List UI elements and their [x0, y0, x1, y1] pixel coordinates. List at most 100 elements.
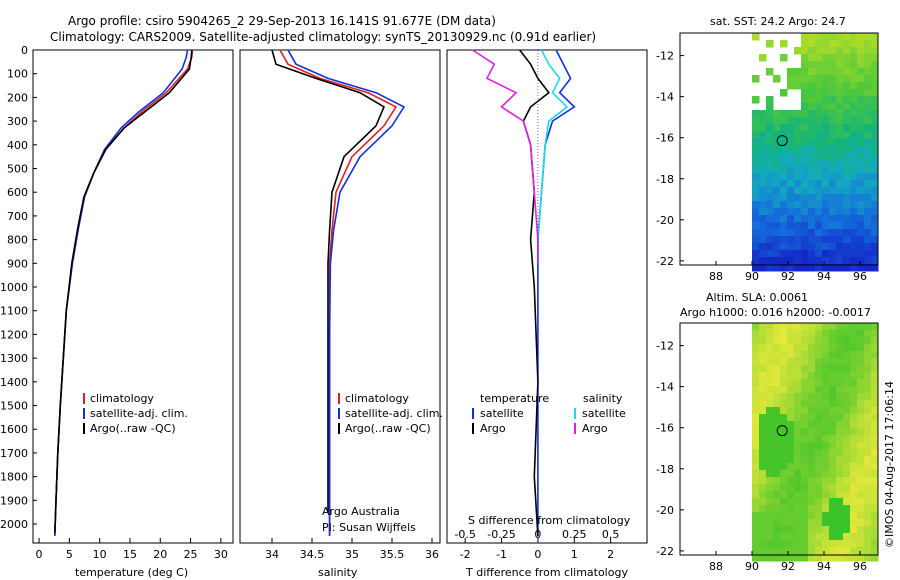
heatmap-cell: [822, 540, 830, 548]
heatmap-cell: [836, 215, 844, 223]
heatmap-cell: [850, 89, 858, 97]
heatmap-cell: [857, 124, 865, 132]
heatmap-cell: [801, 82, 809, 90]
heatmap-cell: [808, 208, 816, 216]
heatmap-cell: [864, 477, 872, 485]
heatmap-cell: [857, 159, 865, 167]
heatmap-cell: [850, 484, 858, 492]
heatmap-cell: [843, 470, 851, 478]
heatmap-cell: [829, 414, 837, 422]
heatmap-cell: [759, 330, 767, 338]
heatmap-cell: [822, 180, 830, 188]
heatmap-cell: [794, 82, 802, 90]
heatmap-cell: [864, 82, 872, 90]
heatmap-cell: [801, 229, 809, 237]
heatmap-cell: [773, 435, 781, 443]
heatmap-cell: [794, 463, 802, 471]
heatmap-cell: [794, 512, 802, 520]
y-tick-label: 1900: [0, 494, 28, 507]
heatmap-cell: [815, 407, 823, 415]
heatmap-cell: [864, 236, 872, 244]
heatmap-cell: [752, 337, 760, 345]
heatmap-cell: [822, 470, 830, 478]
heatmap-cell: [822, 145, 830, 153]
heatmap-cell: [801, 456, 809, 464]
heatmap-cell: [759, 337, 767, 345]
heatmap-cell: [759, 173, 767, 181]
heatmap-cell: [836, 540, 844, 548]
heatmap-cell: [801, 407, 809, 415]
heatmap-cell: [871, 393, 879, 401]
legend-title-temperature: temperature: [480, 392, 549, 405]
heatmap-cell: [752, 264, 760, 272]
heatmap-cell: [829, 498, 837, 506]
heatmap-cell: [766, 159, 774, 167]
heatmap-cell: [843, 33, 851, 41]
y-tick-label: 400: [7, 139, 28, 152]
heatmap-cell: [801, 159, 809, 167]
heatmap-cell: [766, 365, 774, 373]
heatmap-cell: [780, 229, 788, 237]
heatmap-cell: [829, 456, 837, 464]
heatmap-cell: [864, 250, 872, 258]
heatmap-cell: [864, 180, 872, 188]
heatmap-cell: [857, 512, 865, 520]
heatmap-cell: [752, 554, 760, 562]
heatmap-cell: [801, 222, 809, 230]
heatmap-cell: [766, 194, 774, 202]
heatmap-cell: [857, 421, 865, 429]
heatmap-cell: [864, 512, 872, 520]
heatmap-cell: [801, 533, 809, 541]
heatmap-cell: [871, 187, 879, 195]
heatmap-cell: [843, 89, 851, 97]
heatmap-cell: [871, 117, 879, 125]
heatmap-cell: [808, 470, 816, 478]
heatmap-cell: [808, 533, 816, 541]
heatmap-cell: [864, 257, 872, 265]
heatmap-cell: [808, 110, 816, 118]
heatmap-cell: [773, 358, 781, 366]
heatmap-cell: [752, 33, 760, 41]
heatmap-cell: [808, 526, 816, 534]
heatmap-cell: [815, 449, 823, 457]
heatmap-cell: [864, 351, 872, 359]
heatmap-cell: [857, 54, 865, 62]
heatmap-cell: [787, 428, 795, 436]
heatmap-cell: [843, 264, 851, 272]
heatmap-cell: [871, 435, 879, 443]
heatmap-cell: [808, 344, 816, 352]
heatmap-cell: [864, 456, 872, 464]
heatmap-cell: [794, 372, 802, 380]
heatmap-cell: [843, 358, 851, 366]
heatmap-cell: [836, 159, 844, 167]
y-tick-label: 600: [7, 186, 28, 199]
heatmap-cell: [857, 166, 865, 174]
heatmap-cell: [836, 477, 844, 485]
heatmap-cell: [787, 351, 795, 359]
heatmap-cell: [759, 533, 767, 541]
map-y-tick-label: -12: [656, 50, 674, 63]
heatmap-cell: [822, 110, 830, 118]
heatmap-cell: [822, 103, 830, 111]
heatmap-cell: [787, 68, 795, 76]
heatmap-cell: [801, 449, 809, 457]
heatmap-cell: [857, 96, 865, 104]
heatmap-cell: [766, 505, 774, 513]
heatmap-cell: [857, 498, 865, 506]
heatmap-cell: [766, 344, 774, 352]
heatmap-cell: [836, 131, 844, 139]
heatmap-cell: [780, 477, 788, 485]
heatmap-cell: [766, 264, 774, 272]
heatmap-cell: [808, 330, 816, 338]
heatmap-cell: [801, 519, 809, 527]
heatmap-cell: [864, 407, 872, 415]
heatmap-cell: [780, 484, 788, 492]
heatmap-cell: [829, 187, 837, 195]
heatmap-cell: [815, 152, 823, 160]
heatmap-cell: [773, 117, 781, 125]
heatmap-cell: [843, 243, 851, 251]
heatmap-cell: [759, 131, 767, 139]
heatmap-cell: [766, 96, 774, 104]
heatmap-cell: [822, 449, 830, 457]
heatmap-cell: [766, 131, 774, 139]
